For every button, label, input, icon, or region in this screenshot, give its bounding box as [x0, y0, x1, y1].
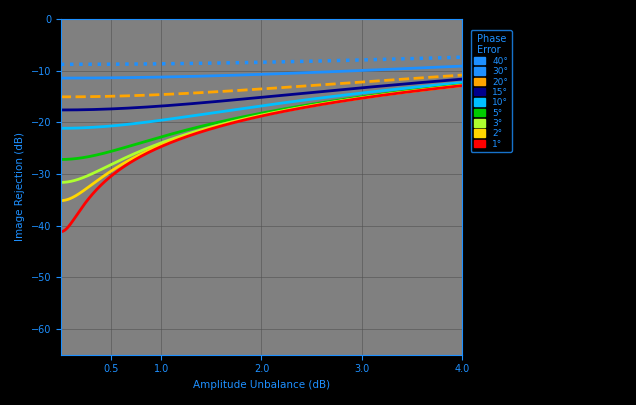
Y-axis label: Image Rejection (dB): Image Rejection (dB)	[15, 132, 25, 241]
Legend: 40°, 30°, 20°, 15°, 10°, 5°, 3°, 2°, 1°: 40°, 30°, 20°, 15°, 10°, 5°, 3°, 2°, 1°	[471, 30, 512, 152]
X-axis label: Amplitude Unbalance (dB): Amplitude Unbalance (dB)	[193, 380, 330, 390]
